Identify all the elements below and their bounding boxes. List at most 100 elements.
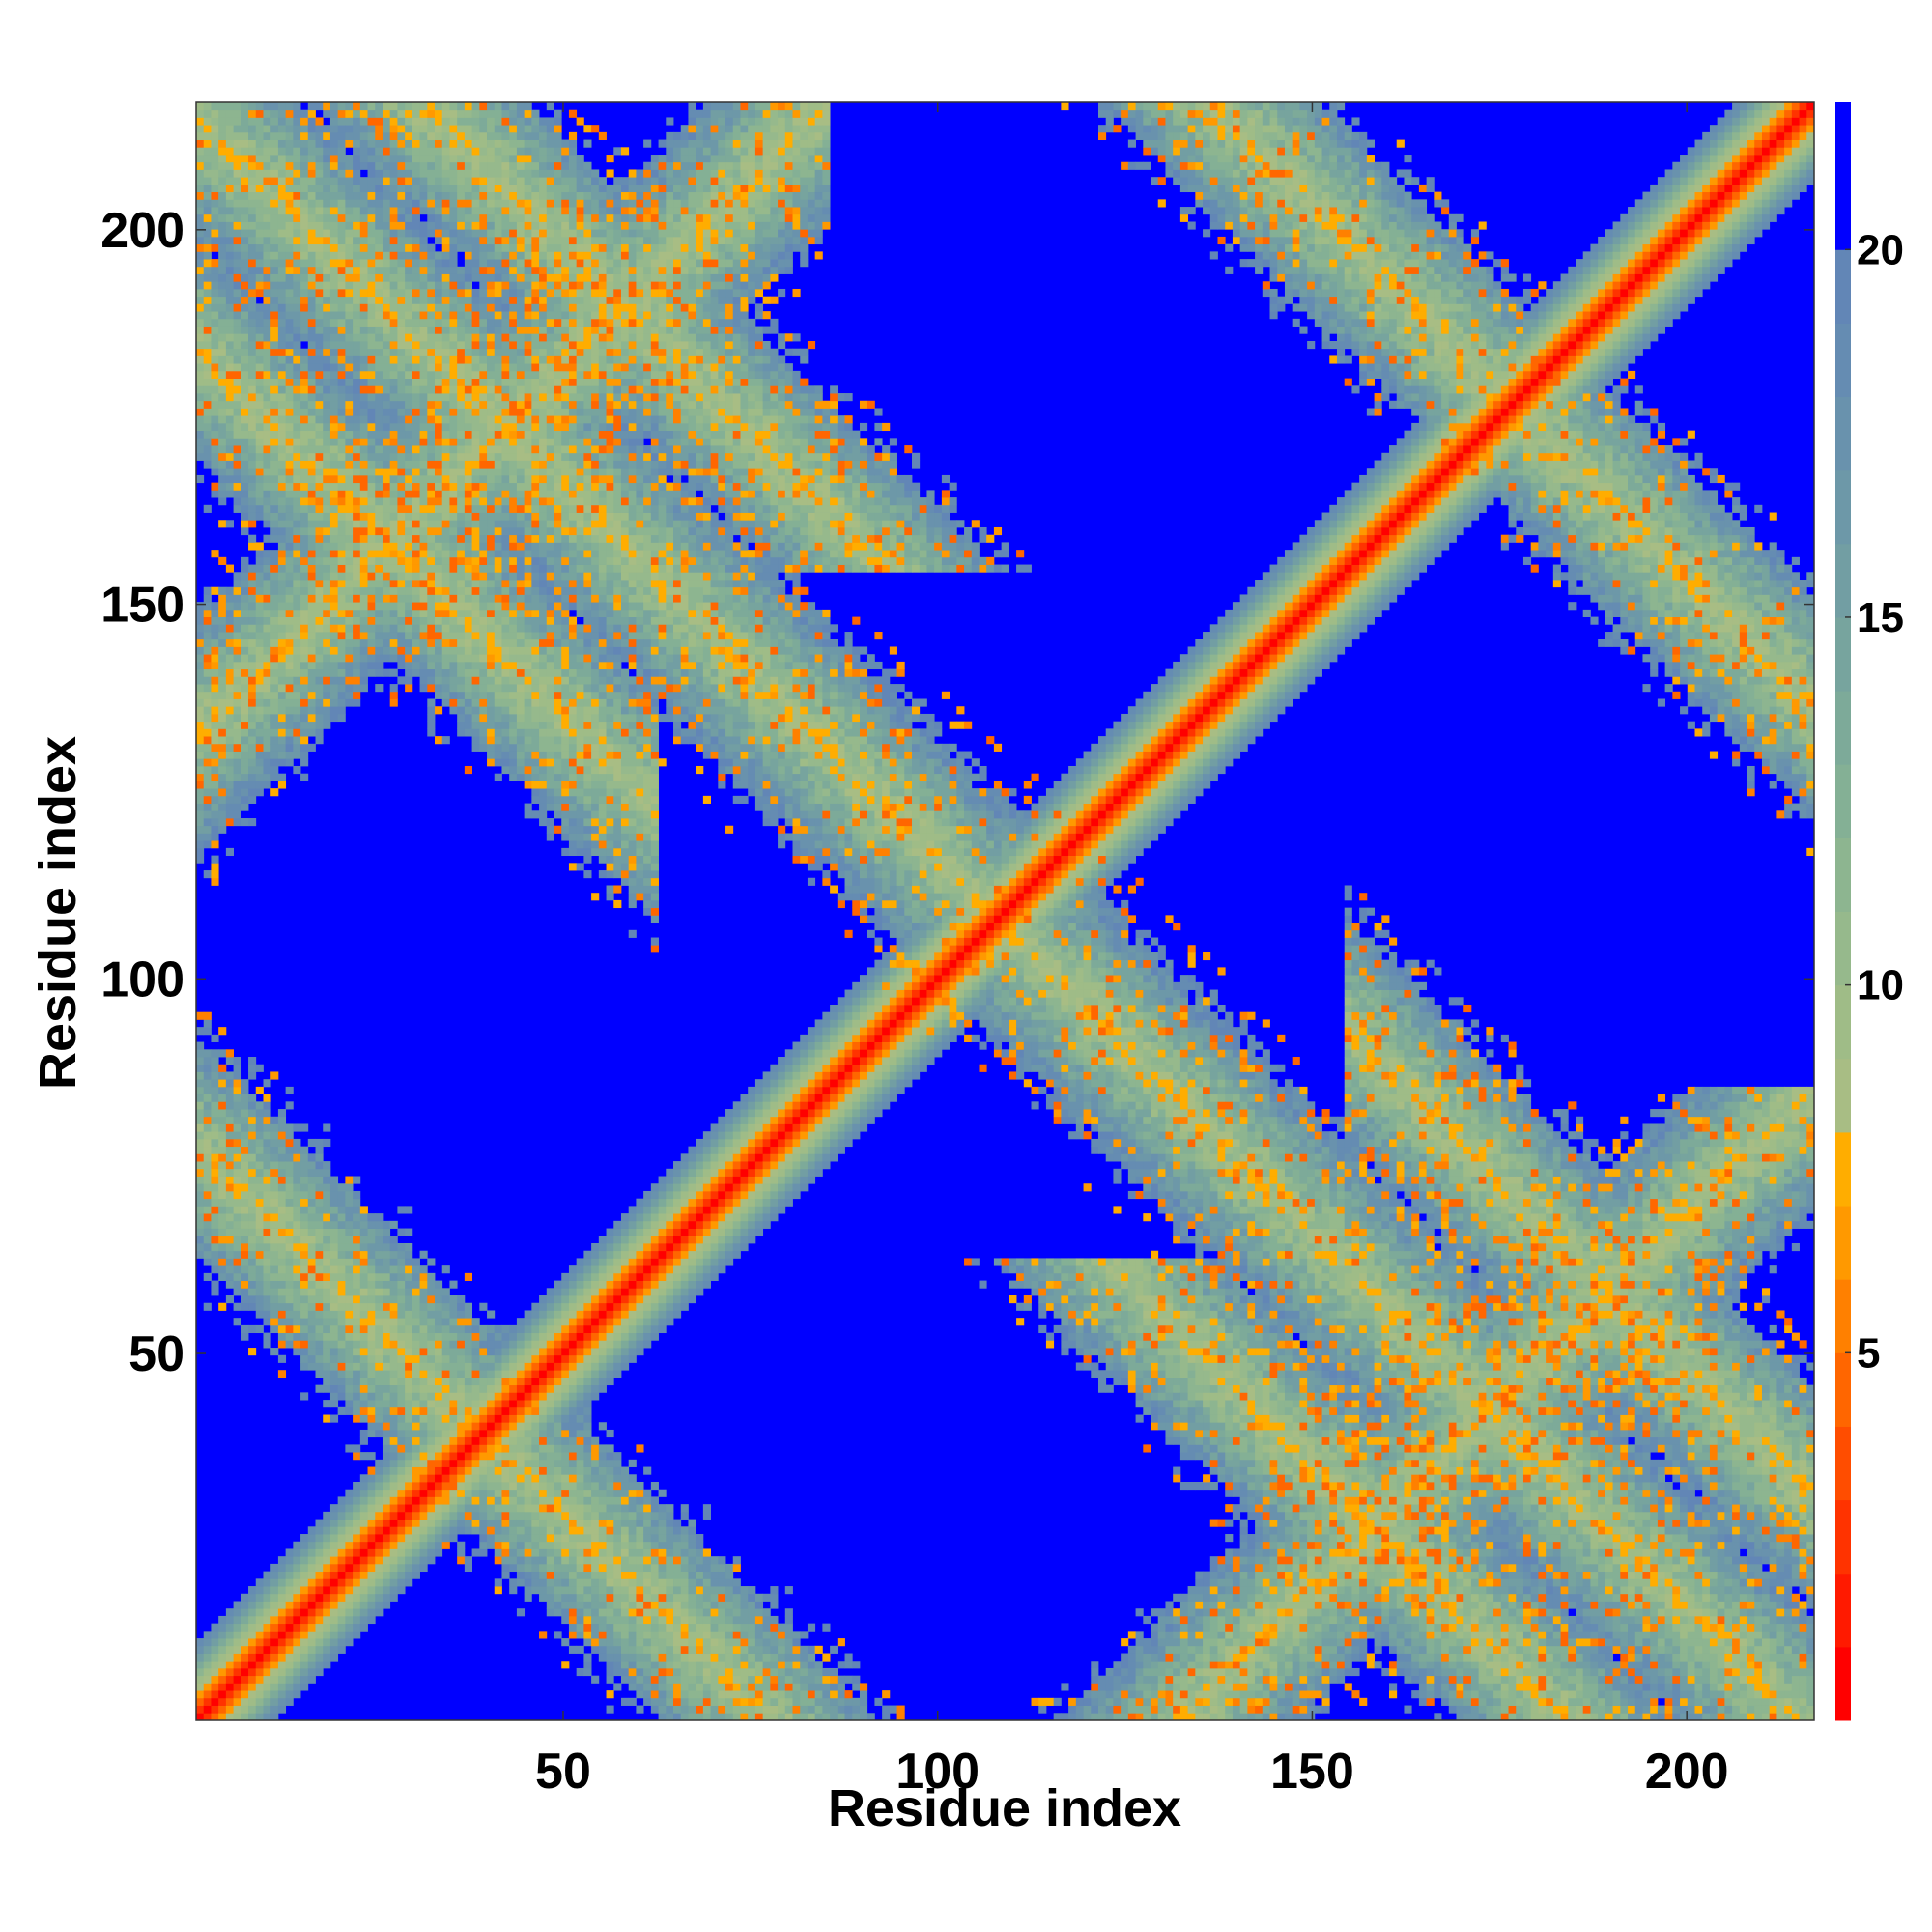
heatmap-cell (278, 654, 286, 662)
heatmap-cell (241, 572, 248, 580)
heatmap-cell (241, 132, 248, 140)
heatmap-cell (211, 1131, 218, 1139)
heatmap-cell (472, 237, 480, 244)
heatmap-cell (308, 706, 316, 714)
heatmap-cell (263, 1236, 270, 1243)
heatmap-cell (435, 490, 442, 497)
heatmap-cell (278, 490, 286, 497)
heatmap-cell (263, 1243, 270, 1251)
heatmap-cell (323, 445, 330, 453)
heatmap-cell (293, 1206, 300, 1213)
heatmap-cell (270, 445, 278, 453)
heatmap-cell (218, 594, 226, 602)
heatmap-cell (323, 1265, 330, 1273)
heatmap-cell (330, 1586, 338, 1594)
heatmap-cell (308, 483, 316, 491)
heatmap-cell (278, 1676, 286, 1684)
heatmap-cell (390, 415, 398, 423)
heatmap-cell (360, 505, 368, 513)
heatmap-cell (449, 363, 457, 371)
heatmap-cell (412, 207, 420, 214)
heatmap-cell (457, 1430, 465, 1437)
heatmap-cell (345, 1229, 353, 1236)
heatmap-cell (234, 251, 242, 259)
heatmap-cell (316, 199, 324, 207)
heatmap-cell (368, 1548, 376, 1556)
heatmap-cell (316, 624, 324, 632)
heatmap-cell (278, 1191, 286, 1199)
heatmap-cell (397, 572, 405, 580)
heatmap-cell (457, 1325, 465, 1333)
heatmap-cell (449, 1355, 457, 1363)
heatmap-cell (286, 1251, 294, 1259)
heatmap-cell (353, 379, 360, 386)
heatmap-cell (293, 744, 300, 752)
heatmap-cell (397, 1444, 405, 1452)
heatmap-cell (375, 311, 383, 319)
heatmap-cell (234, 415, 242, 423)
heatmap-cell (390, 1355, 398, 1363)
heatmap-cell (300, 207, 308, 214)
heatmap-cell (465, 624, 472, 632)
heatmap-cell (211, 1646, 218, 1654)
heatmap-cell (323, 1526, 330, 1534)
heatmap-cell (397, 1258, 405, 1265)
heatmap-cell (427, 274, 435, 282)
heatmap-cell (375, 169, 383, 177)
heatmap-cell (390, 1288, 398, 1295)
heatmap-cell (323, 557, 330, 565)
heatmap-cell (256, 624, 264, 632)
heatmap-cell (353, 1608, 360, 1616)
heatmap-cell (435, 393, 442, 401)
heatmap-cell (323, 513, 330, 521)
heatmap-cell (435, 1340, 442, 1348)
heatmap-cell (241, 520, 248, 527)
heatmap-cell (457, 527, 465, 535)
heatmap-cell (442, 587, 450, 595)
heatmap-cell (308, 1602, 316, 1609)
heatmap-cell (338, 244, 346, 252)
heatmap-cell (211, 1087, 218, 1094)
heatmap-cell (218, 438, 226, 445)
heatmap-cell (293, 736, 300, 744)
heatmap-cell (286, 676, 294, 684)
heatmap-cell (204, 610, 212, 617)
heatmap-cell (449, 617, 457, 625)
heatmap-cell (330, 542, 338, 550)
heatmap-cell (226, 632, 234, 639)
heatmap-cell (218, 646, 226, 654)
heatmap-cell (211, 237, 218, 244)
heatmap-cell (375, 594, 383, 602)
heatmap-cell (457, 117, 465, 125)
heatmap-cell (293, 117, 300, 125)
heatmap-cell (218, 1147, 226, 1154)
heatmap-cell (300, 445, 308, 453)
heatmap-cell (368, 1325, 376, 1333)
heatmap-cell (412, 333, 420, 341)
heatmap-cell (248, 662, 256, 669)
heatmap-cell (449, 535, 457, 543)
heatmap-cell (368, 132, 376, 140)
heatmap-cell (375, 1265, 383, 1273)
heatmap-cell (449, 1407, 457, 1415)
heatmap-cell (338, 505, 346, 513)
heatmap-cell (465, 431, 472, 439)
heatmap-cell (278, 587, 286, 595)
heatmap-cell (316, 132, 324, 140)
heatmap-cell (383, 244, 390, 252)
heatmap-cell (204, 646, 212, 654)
heatmap-cell (293, 676, 300, 684)
heatmap-cell (360, 222, 368, 230)
heatmap-cell (286, 1698, 294, 1706)
heatmap-cell (472, 431, 480, 439)
heatmap-cell (435, 1378, 442, 1385)
heatmap-cell (196, 155, 204, 162)
heatmap-cell (383, 1229, 390, 1236)
heatmap-cell (465, 1310, 472, 1318)
heatmap-cell (383, 617, 390, 625)
heatmap-cell (427, 333, 435, 341)
heatmap-cell (286, 333, 294, 341)
heatmap-cell (338, 1504, 346, 1512)
heatmap-cell (383, 1385, 390, 1393)
heatmap-cell (405, 162, 412, 170)
